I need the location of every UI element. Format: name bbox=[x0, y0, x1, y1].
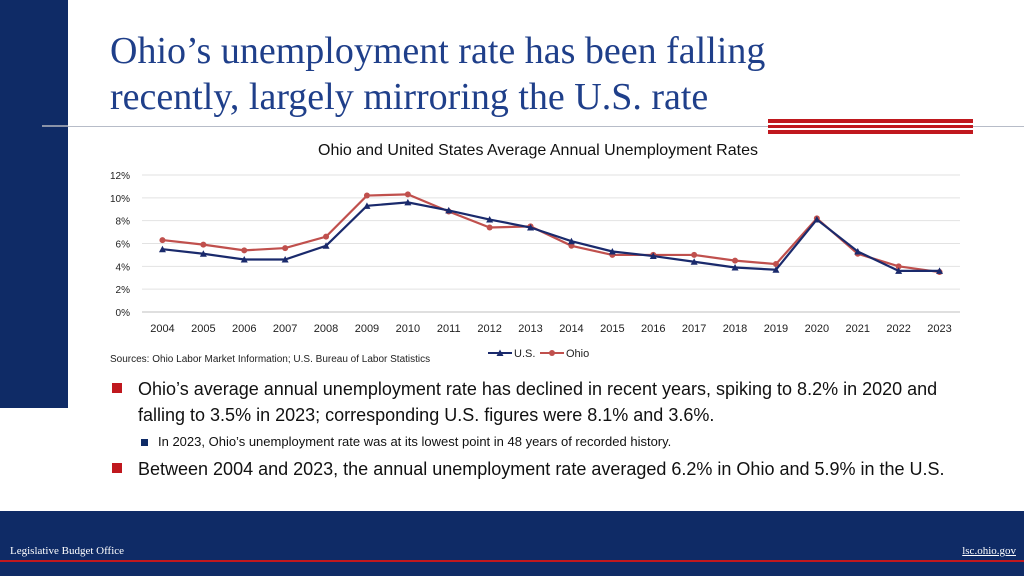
series-line-ohio bbox=[162, 193, 940, 274]
bullet-item: Between 2004 and 2023, the annual unempl… bbox=[110, 456, 970, 482]
ohio-data-point bbox=[895, 263, 902, 270]
sub-bullet-text: In 2023, Ohio’s unemployment rate was at… bbox=[158, 434, 672, 449]
ohio-data-point bbox=[691, 251, 698, 258]
y-tick-label: 6% bbox=[116, 240, 131, 251]
x-tick-label: 2006 bbox=[232, 323, 256, 335]
legend-marker bbox=[496, 349, 504, 356]
x-tick-label: 2010 bbox=[396, 323, 420, 335]
ohio-data-point bbox=[486, 224, 493, 231]
red-accent-stripe bbox=[768, 130, 973, 134]
ohio-data-point bbox=[241, 247, 248, 254]
x-tick-label: 2009 bbox=[355, 323, 379, 335]
bullet-square-icon bbox=[112, 463, 122, 473]
x-tick-label: 2013 bbox=[518, 323, 542, 335]
us-data-point bbox=[936, 267, 944, 274]
red-accent-stripe bbox=[768, 125, 973, 128]
x-tick-label: 2017 bbox=[682, 323, 706, 335]
us-data-point bbox=[158, 245, 166, 253]
us-data-point bbox=[486, 216, 494, 223]
x-tick-label: 2012 bbox=[477, 323, 501, 335]
ohio-data-point bbox=[732, 257, 739, 264]
y-tick-label: 8% bbox=[116, 217, 131, 228]
x-tick-label: 2022 bbox=[886, 323, 910, 335]
y-tick-label: 4% bbox=[116, 262, 131, 273]
us-data-point bbox=[445, 206, 453, 214]
y-tick-label: 10% bbox=[110, 194, 130, 205]
x-tick-label: 2005 bbox=[191, 323, 215, 335]
us-data-point bbox=[649, 252, 657, 260]
footer-bar: Legislative Budget Office lsc.ohio.gov bbox=[0, 511, 1024, 576]
us-data-point bbox=[731, 263, 739, 271]
us-data-point bbox=[527, 224, 535, 231]
bullet-item: Ohio’s average annual unemployment rate … bbox=[110, 376, 970, 428]
chart-sources: Sources: Ohio Labor Market Information; … bbox=[110, 354, 431, 365]
ohio-data-point bbox=[159, 237, 166, 244]
ohio-data-point bbox=[772, 261, 779, 268]
us-data-point bbox=[772, 266, 780, 273]
x-tick-label: 2018 bbox=[723, 323, 747, 335]
x-tick-label: 2007 bbox=[273, 323, 297, 335]
y-tick-label: 2% bbox=[116, 285, 131, 296]
x-tick-label: 2023 bbox=[927, 323, 951, 335]
title-divider-accent bbox=[42, 125, 68, 127]
slide-title: Ohio’s unemployment rate has been fallin… bbox=[110, 28, 930, 120]
bullet-text: Between 2004 and 2023, the annual unempl… bbox=[138, 459, 945, 479]
bullet-square-icon bbox=[112, 383, 122, 393]
x-tick-label: 2019 bbox=[764, 323, 788, 335]
bullet-text: Ohio’s average annual unemployment rate … bbox=[138, 379, 938, 425]
us-data-point bbox=[895, 267, 903, 274]
unemployment-line-chart: Ohio and United States Average Annual Un… bbox=[110, 142, 960, 360]
sub-bullet-item: In 2023, Ohio’s unemployment rate was at… bbox=[110, 430, 970, 454]
x-tick-label: 2015 bbox=[600, 323, 624, 335]
y-tick-label: 12% bbox=[110, 171, 130, 182]
legend-marker bbox=[549, 350, 555, 356]
us-data-point bbox=[813, 216, 821, 223]
footer-org-name: Legislative Budget Office bbox=[10, 545, 125, 557]
footer-red-line bbox=[0, 560, 1024, 562]
us-data-point bbox=[322, 242, 330, 249]
slide-title-line-1: Ohio’s unemployment rate has been fallin… bbox=[110, 30, 766, 72]
red-accent-stripe bbox=[768, 119, 973, 123]
ohio-data-point bbox=[363, 192, 370, 199]
ohio-data-point bbox=[404, 191, 411, 198]
legend-label: U.S. bbox=[514, 348, 535, 360]
chart-title: Ohio and United States Average Annual Un… bbox=[318, 142, 758, 159]
us-data-point bbox=[854, 247, 862, 255]
x-tick-label: 2004 bbox=[150, 323, 174, 335]
left-accent-bar bbox=[0, 0, 68, 408]
bullet-list: Ohio’s average annual unemployment rate … bbox=[110, 376, 970, 484]
x-tick-label: 2020 bbox=[805, 323, 829, 335]
slide-title-line-2: recently, largely mirroring the U.S. rat… bbox=[110, 76, 709, 118]
ohio-data-point bbox=[282, 245, 289, 252]
ohio-data-point bbox=[323, 233, 330, 240]
us-data-point bbox=[240, 255, 248, 263]
us-data-point bbox=[567, 237, 575, 245]
title-divider bbox=[42, 126, 1024, 127]
x-tick-label: 2016 bbox=[641, 323, 665, 335]
us-data-point bbox=[363, 202, 371, 209]
us-data-point bbox=[690, 258, 698, 265]
x-tick-label: 2021 bbox=[846, 323, 870, 335]
bullet-square-icon bbox=[141, 439, 148, 446]
x-tick-label: 2011 bbox=[437, 323, 461, 335]
ohio-data-point bbox=[200, 241, 207, 248]
x-tick-label: 2014 bbox=[559, 323, 583, 335]
x-tick-label: 2008 bbox=[314, 323, 338, 335]
y-tick-label: 0% bbox=[116, 308, 131, 319]
us-data-point bbox=[608, 247, 616, 255]
us-data-point bbox=[281, 255, 289, 263]
footer-website-link[interactable]: lsc.ohio.gov bbox=[962, 545, 1016, 557]
ohio-data-point bbox=[568, 242, 575, 249]
us-data-point bbox=[404, 198, 412, 206]
series-line-us bbox=[162, 201, 940, 272]
legend-label: Ohio bbox=[566, 348, 589, 360]
us-data-point bbox=[199, 250, 207, 257]
